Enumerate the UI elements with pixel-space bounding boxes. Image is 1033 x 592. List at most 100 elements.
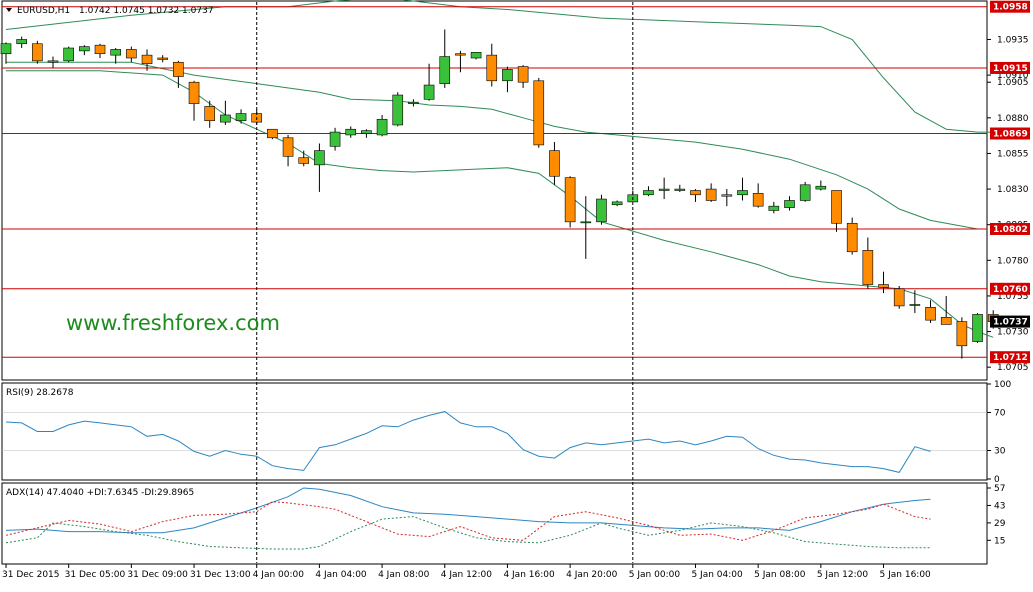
adx-y-tick-label: 57 — [994, 484, 1005, 494]
candle-body — [110, 49, 121, 56]
y-tick-label: 1.0880 — [997, 114, 1029, 124]
candle-body — [658, 188, 670, 191]
candle-body — [517, 66, 529, 83]
adx-panel — [1, 482, 988, 565]
level-tag-label: 1.0869 — [993, 130, 1028, 140]
candle-body — [188, 81, 200, 104]
candle-body — [564, 177, 576, 223]
adx-label: ADX(14) 47.4040 +DI:7.6345 -DI:29.8965 — [6, 488, 194, 498]
x-tick-label: 4 Jan 20:00 — [566, 570, 618, 580]
x-tick-label: 5 Jan 08:00 — [754, 570, 806, 580]
rsi-y-tick-label: 100 — [994, 380, 1011, 390]
candle-body — [47, 60, 59, 63]
y-tick-label: 1.0935 — [997, 35, 1029, 45]
candle-body — [220, 114, 231, 123]
candle-body — [470, 51, 482, 59]
adx-series-di — [5, 501, 931, 541]
y-tick-label: 1.0830 — [997, 185, 1029, 195]
x-tick-label: 31 Dec 13:00 — [190, 570, 251, 580]
candle-body — [267, 128, 278, 139]
candle-body — [16, 39, 27, 45]
x-tick-label: 4 Jan 16:00 — [503, 570, 555, 580]
candle-body — [768, 205, 780, 211]
ohlc-values: 1.0742 1.0745 1.0732 1.0737 — [79, 6, 214, 16]
candle-body — [502, 69, 513, 82]
level-tag — [990, 61, 1030, 74]
candle-body — [643, 190, 654, 196]
level-tag — [990, 282, 1030, 295]
current-price-tag — [990, 315, 1030, 328]
candle-body — [893, 288, 905, 307]
candle-body — [204, 106, 216, 121]
candle-body — [784, 200, 795, 208]
x-tick-label: 4 Jan 04:00 — [315, 570, 367, 580]
rsi-line — [5, 411, 931, 473]
level-tag — [990, 0, 1030, 13]
x-tick-label: 4 Jan 12:00 — [441, 570, 493, 580]
candle-body — [126, 49, 137, 59]
level-tag-label: 1.0958 — [993, 3, 1028, 13]
candle-body — [0, 43, 12, 55]
level-tag — [990, 222, 1030, 235]
candle-body — [878, 284, 889, 288]
candle-body — [94, 44, 106, 55]
y-tick-label: 1.0755 — [997, 292, 1029, 302]
candle-body — [752, 193, 764, 207]
level-tag-label: 1.0760 — [993, 285, 1028, 295]
adx-y-tick-label: 43 — [994, 501, 1005, 511]
candle-body — [815, 185, 827, 190]
rsi-y-tick-label: 70 — [994, 409, 1006, 419]
candle-body — [235, 113, 247, 121]
y-tick-label: 1.0855 — [997, 149, 1029, 159]
candle-body — [596, 198, 607, 223]
rsi-panel — [1, 382, 988, 481]
candle-body — [846, 222, 858, 253]
candle-body — [799, 184, 811, 201]
y-tick-label: 1.0905 — [997, 78, 1029, 88]
candle-body — [141, 54, 153, 64]
x-tick-label: 31 Dec 09:00 — [127, 570, 188, 580]
candle-body — [580, 221, 592, 224]
y-tick-label: 1.0780 — [997, 256, 1029, 266]
candle-body — [862, 250, 874, 285]
candle-body — [549, 150, 560, 177]
x-tick-label: 5 Jan 16:00 — [880, 570, 932, 580]
candle-body — [392, 94, 404, 126]
candle-body — [956, 321, 968, 347]
level-tag-label: 1.0915 — [993, 64, 1028, 74]
symbol-label: EURUSD,H1 — [17, 6, 70, 16]
candle-body — [705, 188, 717, 201]
level-tag-label: 1.0712 — [993, 353, 1028, 363]
candle-body — [314, 150, 325, 166]
y-tick-label: 1.0705 — [997, 363, 1029, 373]
candle-body — [298, 157, 310, 164]
x-tick-label: 4 Jan 08:00 — [378, 570, 430, 580]
candle-body — [674, 188, 686, 191]
x-tick-label: 31 Dec 2015 — [2, 570, 60, 580]
bollinger-middle — [6, 61, 978, 230]
candle-body — [173, 61, 184, 77]
level-tag — [990, 351, 1030, 364]
candle-body — [925, 307, 936, 321]
candle-body — [282, 137, 294, 157]
level-tag-label: 1.0802 — [993, 225, 1028, 235]
current-price-label: 1.0737 — [993, 318, 1028, 328]
chart-menu-triangle-icon[interactable] — [6, 8, 12, 12]
y-tick-label: 1.0910 — [997, 71, 1029, 81]
candle-body — [611, 201, 623, 206]
adx-series-di — [5, 516, 931, 550]
candle-body — [79, 46, 90, 52]
adx-series-adx — [5, 487, 931, 534]
y-tick-label: 1.0730 — [997, 328, 1029, 338]
x-tick-label: 5 Jan 04:00 — [691, 570, 743, 580]
x-tick-label: 5 Jan 00:00 — [629, 570, 681, 580]
candle-body — [157, 57, 168, 60]
candle-body — [721, 194, 733, 197]
adx-y-tick-label: 29 — [994, 519, 1006, 529]
candle-body — [361, 130, 372, 134]
candle-body — [376, 118, 388, 136]
candle-body — [455, 53, 466, 56]
candle-body — [439, 56, 451, 84]
